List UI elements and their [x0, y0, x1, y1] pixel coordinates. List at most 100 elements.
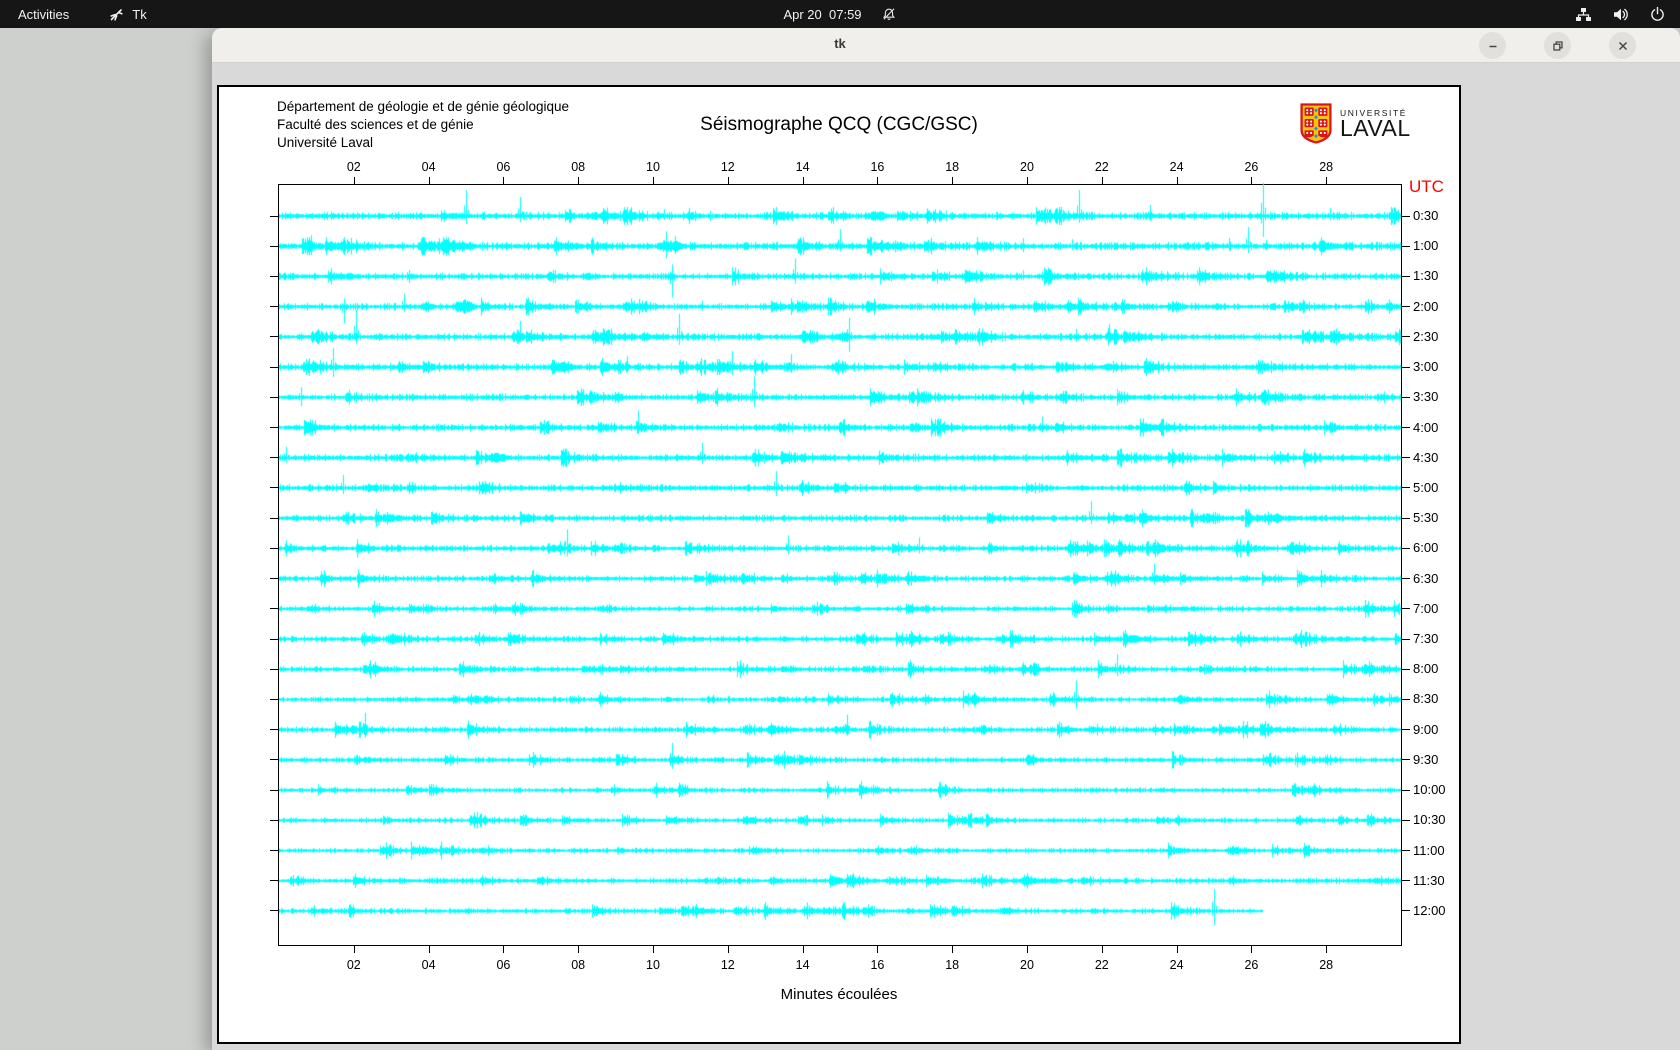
- logo-laval-label: LAVAL: [1340, 115, 1411, 141]
- y-axis-tick-right: [1402, 578, 1410, 580]
- x-axis-tick-bottom: [1101, 946, 1103, 953]
- power-icon: [1651, 6, 1664, 21]
- x-axis-tick-top: [1027, 177, 1028, 184]
- y-axis-tick-left: [270, 517, 278, 519]
- x-axis-label-top: 16: [870, 160, 885, 174]
- x-axis-title: Minutes écoulées: [780, 986, 898, 1003]
- y-axis-tick-right: [1402, 336, 1410, 338]
- minimize-icon: [1489, 45, 1496, 47]
- y-axis-tick-left: [270, 275, 278, 277]
- y-axis-time-label: 4:30: [1413, 449, 1439, 465]
- y-axis-tick-right: [1402, 850, 1410, 852]
- y-axis-tick-left: [270, 759, 278, 761]
- clock-label: Apr 20 07:59: [783, 6, 862, 22]
- x-axis-label-top: 08: [571, 160, 586, 174]
- y-axis-time-label: 9:00: [1413, 721, 1439, 737]
- y-axis-tick-left: [270, 487, 278, 489]
- x-axis-tick-bottom: [802, 946, 804, 953]
- y-axis-tick-right: [1402, 668, 1410, 670]
- x-axis-label-bottom: 06: [496, 958, 511, 972]
- x-axis-tick-top: [653, 177, 654, 184]
- x-axis-label-bottom: 28: [1319, 958, 1334, 972]
- maximize-button[interactable]: [1544, 32, 1571, 59]
- minimize-button[interactable]: [1479, 32, 1506, 59]
- x-axis-tick-top: [1176, 177, 1178, 184]
- x-axis-label-bottom: 10: [646, 958, 660, 972]
- laval-shield-icon: [1300, 103, 1332, 144]
- x-axis-tick-top: [1326, 177, 1328, 184]
- x-axis-tick-top: [877, 177, 879, 184]
- x-axis-tick-top: [503, 177, 505, 184]
- window-content: Département de géologie et de génie géol…: [212, 63, 1680, 1050]
- y-axis-time-label: 5:30: [1413, 510, 1439, 526]
- y-axis-tick-left: [270, 819, 278, 821]
- app-menu[interactable]: Tk: [109, 0, 147, 28]
- x-axis-tick-top: [353, 177, 355, 184]
- y-axis-tick-left: [270, 457, 278, 459]
- y-axis-tick-left: [270, 245, 278, 247]
- y-axis-tick-right: [1402, 698, 1410, 700]
- x-axis-label-bottom: 16: [870, 958, 885, 972]
- seismogram-traces: [279, 171, 1401, 959]
- volume-icon: [1614, 8, 1628, 20]
- y-axis-time-label: 1:00: [1413, 238, 1439, 254]
- y-axis-tick-left: [270, 729, 278, 731]
- x-axis-label-top: 22: [1094, 160, 1109, 174]
- window-titlebar[interactable]: tk: [212, 28, 1680, 63]
- y-axis-tick-right: [1402, 759, 1410, 761]
- activities-button[interactable]: Activities: [18, 6, 70, 22]
- x-axis-label-bottom: 02: [346, 958, 361, 972]
- x-axis-label-top: 12: [720, 160, 735, 174]
- y-axis-tick-left: [270, 427, 278, 429]
- x-axis-label-top: 24: [1169, 160, 1184, 174]
- y-axis-time-label: 10:30: [1413, 812, 1446, 828]
- y-axis-time-label: 8:30: [1413, 691, 1439, 707]
- x-axis-tick-bottom: [952, 946, 954, 953]
- y-axis-tick-left: [270, 366, 278, 368]
- x-axis-label-top: 20: [1020, 160, 1034, 174]
- clock-menu[interactable]: Apr 20 07:59: [783, 0, 896, 28]
- y-axis-time-label: 12:00: [1413, 902, 1446, 918]
- x-axis-tick-bottom: [653, 946, 654, 953]
- x-axis-label-top: 02: [346, 160, 361, 174]
- x-axis-tick-bottom: [877, 946, 879, 953]
- x-axis-label-bottom: 04: [421, 958, 436, 972]
- window-title: tk: [834, 36, 846, 51]
- x-axis-tick-top: [952, 177, 954, 184]
- y-axis-time-label: 3:30: [1413, 389, 1439, 405]
- app-menu-label: Tk: [132, 6, 147, 22]
- system-status-area[interactable]: [1575, 0, 1666, 28]
- y-axis-time-label: 0:30: [1413, 208, 1439, 223]
- y-axis-tick-left: [270, 306, 278, 308]
- x-axis-label-bottom: 24: [1169, 958, 1184, 972]
- close-button[interactable]: [1609, 32, 1636, 59]
- y-axis-time-label: 11:30: [1413, 872, 1445, 888]
- x-axis-label-top: 06: [496, 160, 511, 174]
- y-axis-time-label: 7:00: [1413, 600, 1439, 616]
- logo-universite-label: UNIVERSITÉ: [1340, 108, 1408, 118]
- x-axis-tick-top: [1101, 177, 1103, 184]
- y-axis-tick-left: [270, 608, 278, 610]
- close-icon: [1618, 41, 1627, 50]
- y-axis-tick-right: [1402, 910, 1410, 912]
- x-axis-tick-top: [428, 177, 430, 184]
- y-axis-tick-left: [270, 638, 278, 640]
- y-axis-time-label: 8:00: [1413, 661, 1439, 677]
- y-axis-time-label: 3:00: [1413, 359, 1439, 375]
- tk-window: tk Département de géol: [212, 28, 1680, 1050]
- y-axis-tick-left: [270, 547, 278, 549]
- y-axis-tick-right: [1402, 608, 1410, 610]
- y-axis-tick-right: [1402, 306, 1410, 308]
- x-axis-tick-bottom: [353, 946, 355, 953]
- institution-line: Département de géologie et de génie géol…: [277, 99, 569, 114]
- y-axis-time-label: 6:30: [1413, 570, 1439, 586]
- x-axis-tick-bottom: [578, 946, 580, 953]
- y-axis-tick-right: [1402, 880, 1410, 882]
- x-axis-label-top: 26: [1244, 160, 1259, 174]
- y-axis-time-label: 7:30: [1413, 631, 1439, 647]
- x-axis-tick-top: [1251, 177, 1253, 184]
- y-axis-tick-left: [270, 698, 278, 700]
- x-axis-label-top: 18: [945, 160, 960, 174]
- y-axis-tick-right: [1402, 729, 1410, 731]
- x-axis-label-top: 10: [646, 160, 660, 174]
